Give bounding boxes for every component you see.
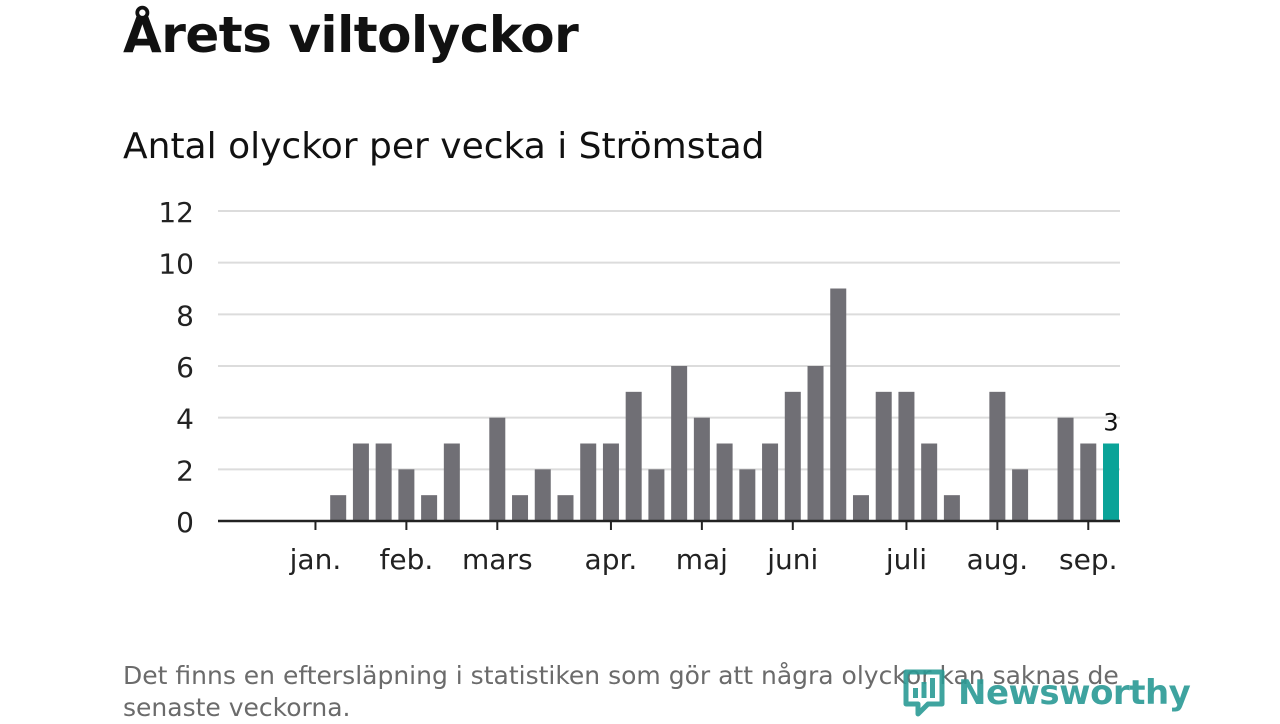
bar bbox=[602, 443, 619, 521]
newsworthy-logo-icon bbox=[903, 669, 945, 717]
bar-highlight bbox=[1103, 443, 1120, 521]
y-tick-label: 6 bbox=[176, 351, 194, 384]
bar bbox=[352, 443, 369, 521]
gridlines bbox=[218, 210, 1120, 471]
y-axis-ticks: 0 2 4 6 8 10 12 bbox=[158, 196, 194, 539]
bars bbox=[330, 288, 1120, 521]
chart-title: Årets viltolyckor bbox=[123, 6, 579, 64]
bar bbox=[534, 469, 551, 521]
bar bbox=[1012, 469, 1029, 521]
y-tick-label: 10 bbox=[158, 248, 194, 281]
bar bbox=[648, 469, 665, 521]
x-tick-label: juli bbox=[885, 543, 927, 576]
bar bbox=[398, 469, 415, 521]
bar bbox=[1057, 417, 1074, 521]
y-tick-label: 4 bbox=[176, 403, 194, 436]
bar bbox=[1080, 443, 1097, 521]
bar bbox=[330, 495, 347, 521]
y-tick-label: 12 bbox=[158, 196, 194, 229]
bar bbox=[989, 391, 1006, 521]
y-tick-label: 2 bbox=[176, 454, 194, 487]
bar bbox=[830, 288, 847, 521]
x-axis-labels: jan. feb. mars apr. maj juni juli aug. sep. bbox=[289, 543, 1118, 576]
x-tick-label: mars bbox=[462, 543, 533, 576]
bar bbox=[784, 391, 801, 521]
bar bbox=[625, 391, 642, 521]
footnote: Det finns en eftersläpning i statistiken… bbox=[123, 661, 1119, 722]
bar bbox=[898, 391, 915, 521]
x-tick-label: sep. bbox=[1059, 543, 1118, 576]
bar bbox=[557, 495, 574, 521]
bar bbox=[762, 443, 779, 521]
x-tick-label: aug. bbox=[967, 543, 1029, 576]
annotations: 3 bbox=[1103, 409, 1118, 437]
x-tick-label: feb. bbox=[379, 543, 433, 576]
bar bbox=[807, 366, 824, 521]
bar bbox=[375, 443, 392, 521]
chart-subtitle: Antal olyckor per vecka i Strömstad bbox=[123, 126, 765, 167]
bar bbox=[921, 443, 938, 521]
bar bbox=[489, 417, 506, 521]
y-tick-label: 0 bbox=[176, 506, 194, 539]
bar bbox=[443, 443, 460, 521]
brand-name: Newsworthy bbox=[958, 673, 1191, 713]
x-tick-label: juni bbox=[766, 543, 818, 576]
y-tick-label: 8 bbox=[176, 299, 194, 332]
x-tick-label: jan. bbox=[289, 543, 342, 576]
brand-logo: Newsworthy bbox=[902, 668, 1191, 718]
bar bbox=[943, 495, 960, 521]
x-axis bbox=[218, 519, 1120, 530]
highlight-value-label: 3 bbox=[1103, 409, 1118, 437]
bar bbox=[852, 495, 869, 521]
bar bbox=[693, 417, 710, 521]
bar bbox=[875, 391, 892, 521]
x-tick-label: apr. bbox=[585, 543, 638, 576]
bar bbox=[421, 495, 438, 521]
bar bbox=[716, 443, 733, 521]
bar bbox=[671, 366, 688, 521]
bar bbox=[739, 469, 756, 521]
bar bbox=[512, 495, 529, 521]
x-tick-label: maj bbox=[676, 543, 728, 576]
bar bbox=[580, 443, 597, 521]
